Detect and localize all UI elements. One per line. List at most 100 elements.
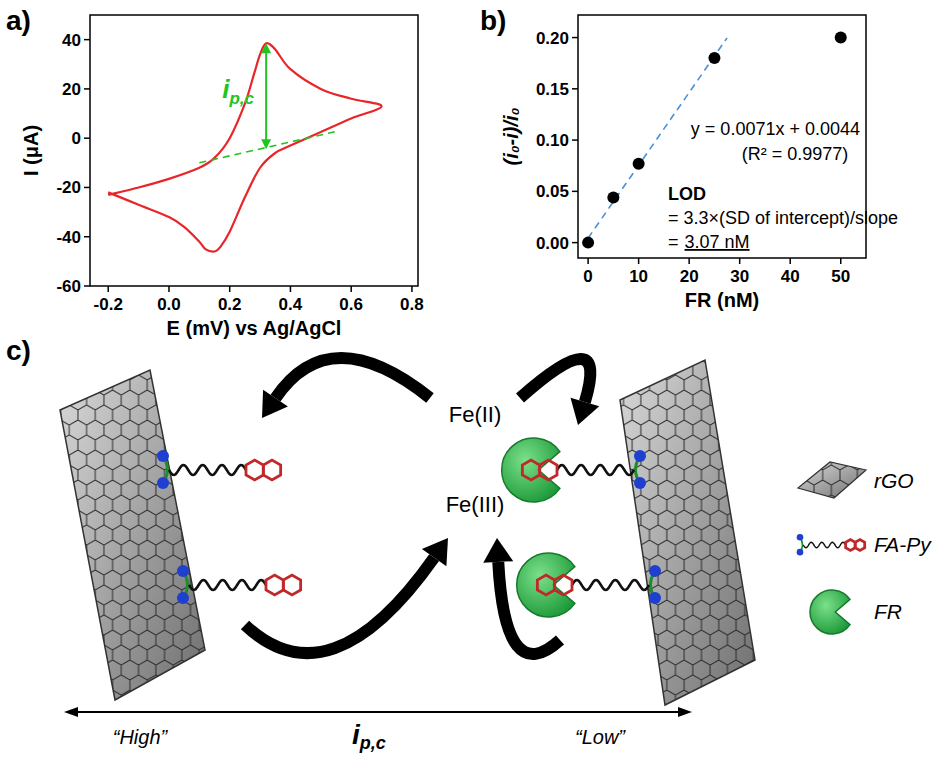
figure: -0.20.00.20.40.60.8-60-40-2002040E (mV) … xyxy=(0,0,947,762)
fe-ii-label: Fe(II) xyxy=(449,402,502,427)
x-tick-label: 0 xyxy=(583,267,592,286)
text-subscript: p,c xyxy=(228,89,254,108)
y-tick xyxy=(84,88,90,90)
legend-label: FR xyxy=(874,600,902,623)
legend-label: rGO xyxy=(874,469,914,492)
x-tick xyxy=(638,258,640,264)
x-tick-label: 40 xyxy=(781,267,800,286)
alkyl-chain xyxy=(557,465,634,475)
x-tick xyxy=(739,258,741,264)
anchor-atom xyxy=(649,565,661,577)
y-tick xyxy=(84,39,90,41)
arrow-body xyxy=(245,558,434,654)
legend-rgo-lattice xyxy=(798,462,866,498)
rgo-sheet xyxy=(620,360,755,705)
scale-head xyxy=(678,707,692,717)
y-tick-label: 0.05 xyxy=(536,182,569,201)
y-axis-title: I (μA) xyxy=(20,125,42,176)
naphthalene-ring xyxy=(555,575,572,595)
plot-frame xyxy=(90,15,418,286)
anchor-atom xyxy=(797,534,804,541)
anchor-atom xyxy=(157,450,169,462)
alkyl-chain xyxy=(189,580,266,590)
x-tick-label: 0.2 xyxy=(218,295,242,314)
arrow-head xyxy=(422,538,448,566)
y-tick-label: -20 xyxy=(56,178,81,197)
legend-rgo-icon xyxy=(798,462,866,498)
x-tick-label: 30 xyxy=(730,267,749,286)
axes: 010203040500.000.050.100.150.20FR (nM)(i… xyxy=(500,15,866,311)
x-tick-label: 0.8 xyxy=(400,295,424,314)
data-point xyxy=(708,52,720,64)
y-tick-label: 20 xyxy=(62,80,81,99)
fit-r2: (R² = 0.9977) xyxy=(742,144,849,164)
arrow-body xyxy=(520,359,590,402)
lod-title: LOD xyxy=(668,184,706,204)
anchor-atom xyxy=(634,450,646,462)
rgo-lattice xyxy=(60,370,205,700)
y-tick-label: 0 xyxy=(72,129,81,148)
x-tick-label: 20 xyxy=(680,267,699,286)
x-tick-label: 0.0 xyxy=(157,295,181,314)
peak-current-arrow xyxy=(261,43,271,149)
naphthalene-ring xyxy=(522,460,539,480)
scale-low: “Low” xyxy=(575,726,626,748)
x-axis-title: FR (nM) xyxy=(685,289,759,311)
arrow-head xyxy=(571,398,600,425)
anchor-atom xyxy=(177,565,189,577)
y-tick-label: 0.20 xyxy=(536,29,569,48)
fr-protein xyxy=(517,553,575,617)
fit-equation: y = 0.0071x + 0.0044 xyxy=(691,119,860,139)
electron-transfer-arrow xyxy=(520,359,599,425)
electron-transfer-arrow xyxy=(262,358,430,418)
anchor-atom xyxy=(634,477,646,489)
panel-label: b) xyxy=(480,5,506,36)
y-axis-title: (i₀-i)/i₀ xyxy=(500,107,522,165)
x-tick-label: 0.6 xyxy=(339,295,363,314)
anchor-atom xyxy=(177,592,189,604)
x-tick xyxy=(840,258,842,264)
alkyl-chain xyxy=(169,465,246,475)
naphthalene-ring xyxy=(846,540,856,551)
x-tick-label: 50 xyxy=(831,267,850,286)
arrow-shaft xyxy=(265,51,267,141)
x-tick xyxy=(290,286,292,292)
x-tick xyxy=(168,286,170,292)
x-tick xyxy=(107,286,109,292)
fa-py-linker xyxy=(157,450,281,489)
y-tick xyxy=(84,187,90,189)
electron-transfer-arrow xyxy=(483,538,560,654)
data-point xyxy=(607,192,619,204)
alkyl-chain xyxy=(572,580,649,590)
naphthalene-ring xyxy=(283,575,300,595)
x-tick xyxy=(350,286,352,292)
fa-py-linker xyxy=(537,565,661,604)
y-tick xyxy=(572,88,578,90)
arrow-head xyxy=(261,139,271,149)
data-point xyxy=(633,158,645,170)
fa-py-linker xyxy=(797,534,865,555)
lod-formula: = 3.3×(SD of intercept)/slope xyxy=(668,208,898,228)
arrow-head xyxy=(262,390,288,418)
y-tick xyxy=(84,236,90,238)
y-tick xyxy=(572,139,578,141)
fe-iii-label: Fe(III) xyxy=(446,492,505,517)
y-tick-label: 0.10 xyxy=(536,131,569,150)
y-tick xyxy=(572,37,578,39)
scale-high: “High” xyxy=(113,726,169,748)
text-subscript: p,c xyxy=(359,733,386,753)
data-point xyxy=(582,237,594,249)
y-tick-label: 0.00 xyxy=(536,234,569,253)
naphthalene-ring xyxy=(855,540,865,551)
naphthalene-ring xyxy=(266,575,283,595)
x-tick xyxy=(411,286,413,292)
fa-py-linker xyxy=(177,565,301,604)
legend: rGOFA-PyFR xyxy=(797,462,933,634)
anchor-atom xyxy=(157,477,169,489)
arrow-body xyxy=(276,358,431,398)
y-tick-label: 0.15 xyxy=(536,80,569,99)
lod-equals: = xyxy=(668,232,679,252)
anchor-atom xyxy=(797,549,804,556)
fr-protein xyxy=(810,590,850,634)
y-tick xyxy=(84,137,90,139)
